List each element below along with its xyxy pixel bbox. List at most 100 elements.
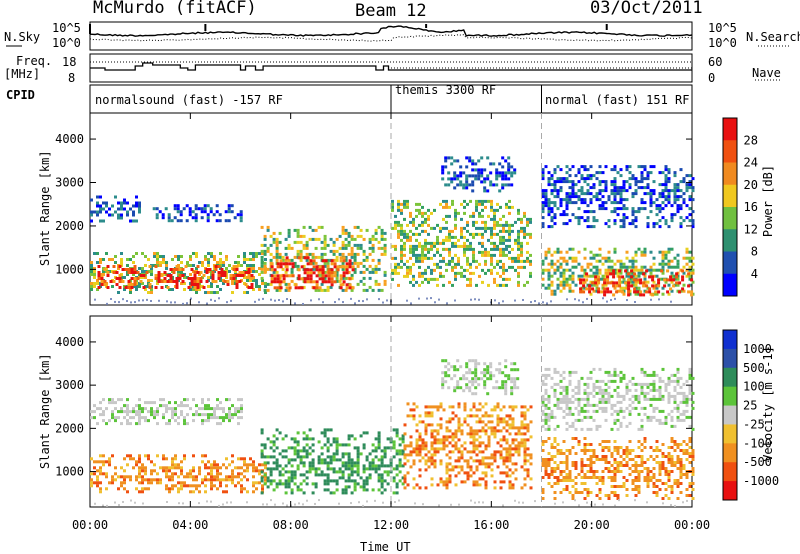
cell-0-2 — [284, 246, 288, 250]
cell-0-1 — [109, 280, 113, 283]
cell-1-3 — [601, 458, 605, 461]
cell-0-5 — [589, 292, 593, 296]
cell-0-4 — [463, 268, 466, 272]
cell-1-1 — [302, 491, 306, 495]
cell-0-4 — [475, 265, 478, 269]
cell-0-0 — [192, 288, 195, 291]
cell-0-10 — [616, 189, 620, 193]
cell-1-3 — [637, 464, 641, 467]
cell-1-6 — [568, 382, 572, 386]
cell-0-9 — [450, 180, 454, 184]
cell-0-1 — [172, 268, 176, 271]
cell-1-2 — [418, 474, 422, 478]
cell-1-1 — [338, 443, 342, 447]
cell-1-2 — [403, 462, 407, 466]
cell-0-2 — [272, 270, 276, 274]
cell-0-10 — [643, 168, 647, 172]
cell-1-0 — [114, 478, 117, 482]
cell-1-5 — [444, 359, 448, 363]
cell-0-2 — [362, 276, 366, 280]
cell-1-0 — [213, 466, 216, 470]
cell-1-5 — [462, 389, 466, 393]
cell-0-5 — [685, 268, 689, 272]
cell-0-5 — [652, 268, 656, 272]
cell-1-1 — [311, 482, 315, 486]
cell-1-3 — [595, 470, 599, 473]
ground-dot-0 — [286, 298, 288, 301]
cell-0-10 — [589, 174, 593, 178]
cell-0-2 — [278, 231, 282, 235]
cell-1-0 — [135, 475, 138, 479]
cell-0-4 — [502, 241, 505, 245]
cell-1-3 — [562, 476, 566, 479]
cell-0-0 — [207, 291, 210, 294]
cell-0-5 — [592, 265, 596, 269]
cell-1-4 — [90, 410, 93, 414]
cell-1-3 — [553, 491, 557, 494]
cell-0-7 — [105, 204, 108, 208]
cell-1-1 — [284, 434, 288, 438]
cell-0-10 — [640, 198, 644, 202]
cell-0-0 — [93, 285, 96, 288]
cell-0-10 — [616, 213, 620, 217]
cell-0-4 — [415, 244, 418, 248]
cell-0-4 — [469, 232, 472, 236]
cell-0-4 — [454, 217, 457, 221]
cell-0-0 — [156, 282, 159, 285]
cell-0-4 — [418, 253, 421, 257]
cell-0-5 — [661, 277, 665, 281]
cell-0-1 — [115, 277, 119, 280]
cell-1-6 — [559, 385, 563, 389]
ground-dot-0 — [478, 298, 480, 301]
cell-0-9 — [447, 177, 451, 181]
cell-1-6 — [580, 427, 584, 431]
cell-0-4 — [439, 259, 442, 263]
cell-1-3 — [559, 449, 563, 452]
cell-1-1 — [308, 470, 312, 474]
cell-0-3 — [276, 274, 280, 278]
cell-0-2 — [320, 288, 324, 292]
cell-0-10 — [568, 201, 572, 205]
cell-0-0 — [123, 288, 126, 291]
cell-0-4 — [394, 265, 397, 269]
cell-0-10 — [649, 192, 653, 196]
cell-0-4 — [472, 214, 475, 218]
cell-1-6 — [589, 391, 593, 395]
cell-0-8 — [155, 213, 159, 217]
cell-1-2 — [490, 420, 494, 424]
cell-0-4 — [520, 244, 523, 248]
cell-0-2 — [305, 243, 309, 247]
cell-1-2 — [424, 447, 428, 451]
cell-0-4 — [445, 238, 448, 242]
cell-1-3 — [685, 488, 689, 491]
cell-1-4 — [162, 416, 165, 420]
cell-1-3 — [634, 488, 638, 491]
cell-0-5 — [589, 262, 593, 266]
cell-0-10 — [625, 168, 629, 172]
cell-0-1 — [127, 280, 131, 283]
cell-0-3 — [318, 286, 322, 290]
cell-0-5 — [571, 280, 575, 284]
cell-1-2 — [502, 438, 506, 442]
cell-0-4 — [418, 271, 421, 275]
cell-1-1 — [362, 470, 366, 474]
cell-1-2 — [511, 417, 515, 421]
cell-0-2 — [296, 234, 300, 238]
cell-0-2 — [347, 252, 351, 256]
cell-0-10 — [541, 222, 545, 226]
cell-1-1 — [320, 446, 324, 450]
cell-1-3 — [547, 461, 551, 464]
cell-1-1 — [302, 449, 306, 453]
cell-0-10 — [643, 165, 647, 169]
cell-0-4 — [397, 199, 400, 203]
cell-1-2 — [424, 453, 428, 457]
cell-0-5 — [562, 256, 566, 260]
cell-1-3 — [574, 437, 578, 440]
cell-1-2 — [445, 480, 449, 484]
cell-1-6 — [577, 409, 581, 413]
cell-1-2 — [424, 429, 428, 433]
cell-0-5 — [619, 286, 623, 290]
cell-0-4 — [499, 247, 502, 251]
cell-1-0 — [258, 463, 261, 467]
cell-0-1 — [172, 280, 176, 283]
